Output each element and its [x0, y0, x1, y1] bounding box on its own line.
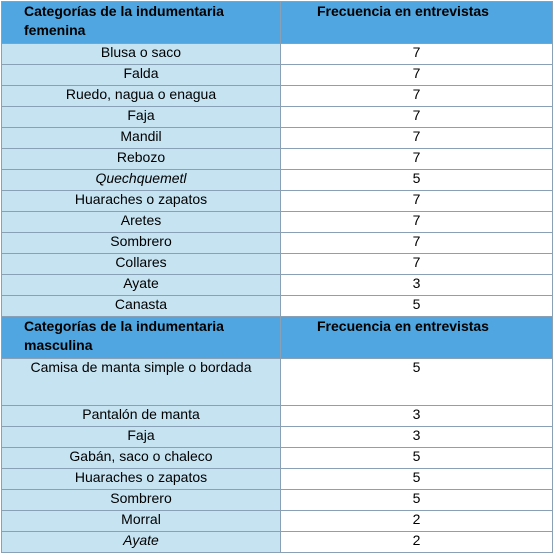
- frequency-cell: 7: [280, 190, 553, 212]
- table-row: Blusa o saco 7: [1, 43, 553, 65]
- category-cell: Quechquemetl: [1, 169, 281, 191]
- category-cell: Sombrero: [1, 489, 281, 511]
- category-cell: Canasta: [1, 295, 281, 317]
- frequency-cell: 7: [280, 253, 553, 275]
- category-cell: Gabán, saco o chaleco: [1, 447, 281, 469]
- frequency-cell: 7: [280, 127, 553, 149]
- category-cell: Rebozo: [1, 148, 281, 170]
- frequency-cell: 5: [280, 489, 553, 511]
- table-row: Ayate 2: [1, 531, 553, 553]
- header-frequency: Frecuencia en entrevistas: [280, 316, 553, 359]
- category-cell: Faja: [1, 426, 281, 448]
- frequency-cell: 2: [280, 510, 553, 532]
- section-header-row: Categorías de la indumentaria masculina F…: [1, 316, 553, 359]
- table-row: Sombrero 7: [1, 232, 553, 254]
- table-row: Aretes 7: [1, 211, 553, 233]
- frequency-cell: 7: [280, 43, 553, 65]
- table-row: Mandil 7: [1, 127, 553, 149]
- table-row: Canasta 5: [1, 295, 553, 317]
- category-cell: Huaraches o zapatos: [1, 468, 281, 490]
- category-cell: Ayate: [1, 531, 281, 553]
- header-category: Categorías de la indumentaria masculina: [1, 316, 281, 359]
- table-row: Collares 7: [1, 253, 553, 275]
- frequency-cell: 3: [280, 426, 553, 448]
- category-cell: Morral: [1, 510, 281, 532]
- category-cell: Collares: [1, 253, 281, 275]
- frequency-cell: 7: [280, 148, 553, 170]
- frequency-cell: 2: [280, 531, 553, 553]
- category-cell: Faja: [1, 106, 281, 128]
- section-header-row: Categorías de la indumentaria femenina Fr…: [1, 1, 553, 44]
- frequency-cell: 7: [280, 106, 553, 128]
- frequency-cell: 3: [280, 405, 553, 427]
- frequency-cell: 7: [280, 64, 553, 86]
- frequency-cell: 7: [280, 232, 553, 254]
- frequency-cell: 5: [280, 295, 553, 317]
- category-cell: Sombrero: [1, 232, 281, 254]
- category-cell: Aretes: [1, 211, 281, 233]
- frequency-cell: 5: [280, 447, 553, 469]
- table-row: Faja 3: [1, 426, 553, 448]
- table-row: Ruedo, nagua o enagua 7: [1, 85, 553, 107]
- category-cell: Ayate: [1, 274, 281, 296]
- category-cell: Huaraches o zapatos: [1, 190, 281, 212]
- table-row: Rebozo 7: [1, 148, 553, 170]
- frequency-cell: 5: [280, 468, 553, 490]
- table-row: Sombrero 5: [1, 489, 553, 511]
- category-cell: Camisa de manta simple o bordada: [1, 358, 281, 406]
- header-frequency: Frecuencia en entrevistas: [280, 1, 553, 44]
- frequency-cell: 5: [280, 169, 553, 191]
- frequency-cell: 3: [280, 274, 553, 296]
- category-cell: Falda: [1, 64, 281, 86]
- frequency-cell: 7: [280, 85, 553, 107]
- table-row: Ayate 3: [1, 274, 553, 296]
- category-cell: Pantalón de manta: [1, 405, 281, 427]
- table-row: Huaraches o zapatos 7: [1, 190, 553, 212]
- category-cell: Ruedo, nagua o enagua: [1, 85, 281, 107]
- table-row: Falda 7: [1, 64, 553, 86]
- frequency-cell: 7: [280, 211, 553, 233]
- frequency-cell: 5: [280, 358, 553, 406]
- header-category: Categorías de la indumentaria femenina: [1, 1, 281, 44]
- table-row: Faja 7: [1, 106, 553, 128]
- category-cell: Mandil: [1, 127, 281, 149]
- table-row: Pantalón de manta 3: [1, 405, 553, 427]
- table-row: Camisa de manta simple o bordada 5: [1, 358, 553, 406]
- table-row: Gabán, saco o chaleco 5: [1, 447, 553, 469]
- table-row: Quechquemetl 5: [1, 169, 553, 191]
- category-cell: Blusa o saco: [1, 43, 281, 65]
- table-row: Morral 2: [1, 510, 553, 532]
- table-row: Huaraches o zapatos 5: [1, 468, 553, 490]
